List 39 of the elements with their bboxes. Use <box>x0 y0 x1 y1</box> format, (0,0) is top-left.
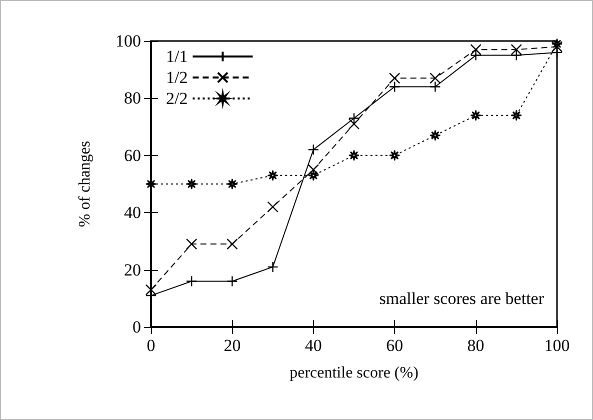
x-tick-label: 0 <box>146 336 156 355</box>
point <box>348 150 360 161</box>
point <box>389 72 400 84</box>
x-tick-label: 40 <box>304 336 322 355</box>
point <box>145 284 157 296</box>
point <box>430 72 441 84</box>
point <box>510 44 522 56</box>
x-tick-label: 60 <box>386 336 404 355</box>
x-tick-label: 20 <box>224 336 241 355</box>
x-tick-label: 100 <box>544 336 570 355</box>
legend-label: 1/1 <box>166 47 188 66</box>
point <box>430 130 441 141</box>
y-tick-label: 80 <box>124 88 141 108</box>
point <box>348 118 360 130</box>
point <box>470 110 482 121</box>
legend-label: 1/2 <box>166 68 188 87</box>
x-tick-label: 80 <box>467 336 484 355</box>
y-tick-label: 40 <box>124 203 141 222</box>
point <box>226 238 238 250</box>
x-axis-title: percentile score (%) <box>290 364 418 382</box>
point <box>226 178 238 190</box>
point <box>308 164 319 176</box>
y-axis-title: % of changes <box>76 140 94 228</box>
point <box>267 201 278 212</box>
point <box>470 44 482 56</box>
point <box>145 178 157 190</box>
y-tick-label: 100 <box>116 32 141 50</box>
point <box>186 238 198 250</box>
point <box>510 110 522 121</box>
annotation: smaller scores are better <box>379 289 544 308</box>
point <box>389 150 400 161</box>
legend-label: 2/2 <box>166 89 188 108</box>
y-tick-label: 20 <box>124 260 141 280</box>
y-tick-label: 60 <box>124 146 141 165</box>
point <box>551 38 563 50</box>
point <box>186 178 198 190</box>
point <box>267 170 278 182</box>
point <box>308 170 319 182</box>
y-tick-label: 0 <box>132 318 141 336</box>
